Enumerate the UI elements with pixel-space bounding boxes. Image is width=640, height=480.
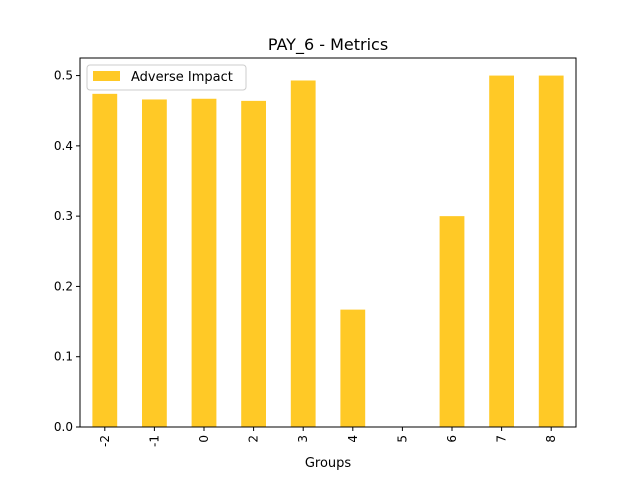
bar xyxy=(489,75,514,428)
x-tick-label: 4 xyxy=(346,435,360,443)
bar xyxy=(340,309,366,427)
x-tick-label: 5 xyxy=(395,435,409,443)
y-tick-label: 0.2 xyxy=(54,279,73,293)
x-tick-label: 6 xyxy=(445,435,459,443)
chart-title: PAY_6 - Metrics xyxy=(268,35,388,55)
y-tick-label: 0.5 xyxy=(54,69,73,83)
x-tick-label: 2 xyxy=(247,435,261,443)
x-tick-label: 3 xyxy=(296,435,310,443)
legend-box xyxy=(86,64,247,91)
bar xyxy=(142,99,167,428)
legend-swatch xyxy=(93,71,120,81)
bar xyxy=(538,75,564,428)
bar xyxy=(191,98,217,427)
x-tick-label: 0 xyxy=(197,435,211,443)
plot-frame xyxy=(79,57,577,428)
y-tick-label: 0.3 xyxy=(54,209,73,223)
y-tick-label: 0.1 xyxy=(54,350,73,364)
x-tick-label: 7 xyxy=(495,435,509,443)
legend-label: Adverse Impact xyxy=(131,70,233,85)
x-axis-label: Groups xyxy=(305,456,352,471)
y-tick-label: 0.4 xyxy=(54,139,73,153)
x-tick-label: 8 xyxy=(544,435,558,443)
x-tick-label: -1 xyxy=(147,435,161,447)
bar xyxy=(439,216,465,427)
x-tick-label: -2 xyxy=(98,435,112,447)
bar xyxy=(92,93,118,428)
y-tick-label: 0.0 xyxy=(54,420,73,434)
bar xyxy=(241,100,266,428)
legend: Adverse Impact xyxy=(86,64,247,91)
bar xyxy=(290,80,316,428)
